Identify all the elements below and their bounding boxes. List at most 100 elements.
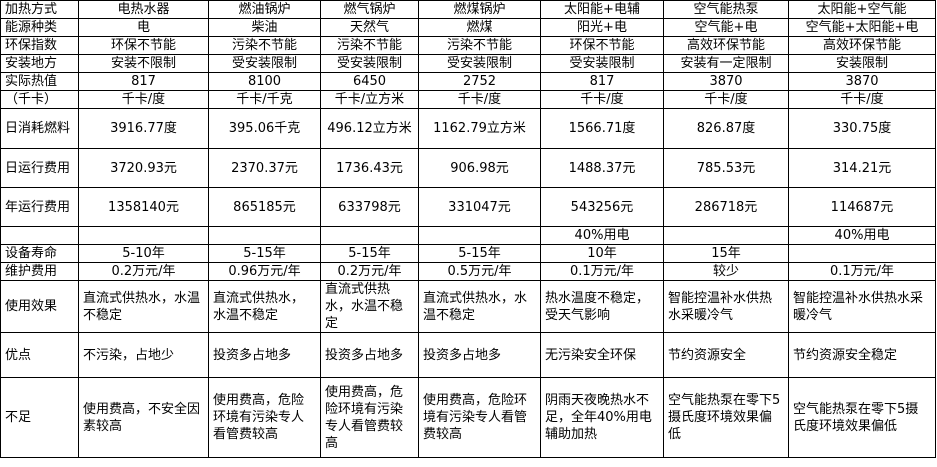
row-header-cell: 日运行费用 bbox=[0, 148, 79, 188]
table-cell: 0.96万元/年 bbox=[208, 262, 321, 281]
table-cell: 785.53元 bbox=[663, 148, 789, 188]
table-cell: 使用费高，危险环境有污染专人看管费较高 bbox=[418, 377, 541, 458]
table-cell bbox=[663, 226, 789, 245]
row-header-cell: 设备寿命 bbox=[0, 244, 79, 263]
row-header-cell: 使用效果 bbox=[0, 280, 79, 333]
table-cell: 0.1万元/年 bbox=[788, 262, 936, 281]
table-cell: 空气能+太阳能+电 bbox=[788, 18, 936, 37]
table-row: 维护费用 0.2万元/年 0.96万元/年 0.2万元/年 0.5万元/年 0.1万元/年… bbox=[0, 262, 936, 281]
table-cell: 柴油 bbox=[208, 18, 321, 37]
table-cell: 环保不节能 bbox=[540, 36, 664, 55]
table-cell: 高效环保节能 bbox=[788, 36, 936, 55]
table-cell: 太阳能+空气能 bbox=[788, 0, 936, 19]
table-cell: 受安装限制 bbox=[320, 54, 419, 73]
table-cell: 安装不限制 bbox=[78, 54, 209, 73]
table-cell: 投资多占地多 bbox=[208, 332, 321, 378]
table-cell: 天然气 bbox=[320, 18, 419, 37]
table-cell: 环保不节能 bbox=[78, 36, 209, 55]
table-cell: 直流式供热水，水温不稳定 bbox=[418, 280, 541, 333]
table-cell: 5-10年 bbox=[78, 244, 209, 263]
table-cell: 空气能+电 bbox=[663, 18, 789, 37]
table-cell: 燃煤锅炉 bbox=[418, 0, 541, 19]
table-cell: 电 bbox=[78, 18, 209, 37]
table-cell bbox=[208, 226, 321, 245]
table-cell: 395.06千克 bbox=[208, 108, 321, 149]
table-cell: 热水温度不稳定，受天气影响 bbox=[540, 280, 664, 333]
table-cell: 不污染，占地少 bbox=[78, 332, 209, 378]
table-cell: 污染不节能 bbox=[320, 36, 419, 55]
row-header-cell: （千卡） bbox=[0, 90, 79, 109]
row-header-cell: 日消耗燃料 bbox=[0, 108, 79, 149]
table-cell: 燃油锅炉 bbox=[208, 0, 321, 19]
row-header-cell: 环保指数 bbox=[0, 36, 79, 55]
table-cell: 3720.93元 bbox=[78, 148, 209, 188]
table-cell: 受安装限制 bbox=[418, 54, 541, 73]
table-cell: 千卡/度 bbox=[540, 90, 664, 109]
table-cell: 空气能热泵 bbox=[663, 0, 789, 19]
table-cell: 314.21元 bbox=[788, 148, 936, 188]
row-header-cell: 年运行费用 bbox=[0, 187, 79, 227]
table-cell: 10年 bbox=[540, 244, 664, 263]
comparison-table: 加热方式 电热水器 燃油锅炉 燃气锅炉 燃煤锅炉 太阳能+电辅 空气能热泵 太阳能+空气能 能源… bbox=[0, 0, 936, 458]
table-cell: 千卡/度 bbox=[663, 90, 789, 109]
table-cell: 智能控温补水供热水采暖冷气 bbox=[788, 280, 936, 333]
table-cell: 1358140元 bbox=[78, 187, 209, 227]
table-cell: 空气能热泵在零下5摄氏度环境效果偏低 bbox=[663, 377, 789, 458]
table-cell: 906.98元 bbox=[418, 148, 541, 188]
table-cell: 千卡/千克 bbox=[208, 90, 321, 109]
table-cell bbox=[418, 226, 541, 245]
table-cell: 燃煤 bbox=[418, 18, 541, 37]
table-cell: 千卡/度 bbox=[418, 90, 541, 109]
table-cell: 40%用电 bbox=[540, 226, 664, 245]
table-cell: 1488.37元 bbox=[540, 148, 664, 188]
table-row: 实际热值 817 8100 6450 2752 817 3870 3870 bbox=[0, 72, 936, 91]
table-cell: 3916.77度 bbox=[78, 108, 209, 149]
table-cell: 阳光+电 bbox=[540, 18, 664, 37]
table-cell: 污染不节能 bbox=[208, 36, 321, 55]
table-cell: 燃气锅炉 bbox=[320, 0, 419, 19]
table-row: 加热方式 电热水器 燃油锅炉 燃气锅炉 燃煤锅炉 太阳能+电辅 空气能热泵 太阳能+空气能 bbox=[0, 0, 936, 19]
table-cell: 节约资源安全 bbox=[663, 332, 789, 378]
table-cell: 使用费高，危险环境有污染专人看管费较高 bbox=[320, 377, 419, 458]
table-body: 加热方式 电热水器 燃油锅炉 燃气锅炉 燃煤锅炉 太阳能+电辅 空气能热泵 太阳能+空气能 能源… bbox=[0, 0, 936, 458]
table-cell: 0.2万元/年 bbox=[78, 262, 209, 281]
table-cell: 阴雨天夜晚热水不足，全年40%用电辅助加热 bbox=[540, 377, 664, 458]
row-header-cell: 实际热值 bbox=[0, 72, 79, 91]
table-cell: 826.87度 bbox=[663, 108, 789, 149]
table-row: 设备寿命 5-10年 5-15年 5-15年 5-15年 10年 15年 bbox=[0, 244, 936, 263]
table-cell: 865185元 bbox=[208, 187, 321, 227]
table-cell: 受安装限制 bbox=[540, 54, 664, 73]
table-cell: 千卡/度 bbox=[788, 90, 936, 109]
table-cell: 1736.43元 bbox=[320, 148, 419, 188]
table-cell: 3870 bbox=[663, 72, 789, 91]
table-cell: 817 bbox=[78, 72, 209, 91]
table-cell: 节约资源安全稳定 bbox=[788, 332, 936, 378]
table-row: （千卡） 千卡/度 千卡/千克 千卡/立方米 千卡/度 千卡/度 千卡/度 千卡/度 bbox=[0, 90, 936, 109]
table-cell: 投资多占地多 bbox=[320, 332, 419, 378]
table-row: 安装地方 安装不限制 受安装限制 受安装限制 受安装限制 受安装限制 安装有一定限制 安装限制 bbox=[0, 54, 936, 73]
row-header-cell bbox=[0, 226, 79, 245]
table-cell bbox=[788, 244, 936, 263]
table-row: 使用效果 直流式供热水，水温不稳定 直流式供热水，水温不稳定 直流式供热水，水温不稳定… bbox=[0, 280, 936, 333]
table-cell: 5-15年 bbox=[418, 244, 541, 263]
table-cell: 5-15年 bbox=[208, 244, 321, 263]
table-row: 年运行费用 1358140元 865185元 633798元 331047元 543256… bbox=[0, 187, 936, 227]
table-cell: 无污染安全环保 bbox=[540, 332, 664, 378]
table-row: 能源种类电柴油 天然气 燃煤 阳光+电 空气能+电 空气能+太阳能+电 bbox=[0, 18, 936, 37]
table-cell: 5-15年 bbox=[320, 244, 419, 263]
table-cell: 331047元 bbox=[418, 187, 541, 227]
table-cell bbox=[78, 226, 209, 245]
table-cell: 受安装限制 bbox=[208, 54, 321, 73]
table-cell: 直流式供热水，水温不稳定 bbox=[320, 280, 419, 333]
table-cell: 使用费高，不安全因素较高 bbox=[78, 377, 209, 458]
table-cell: 0.1万元/年 bbox=[540, 262, 664, 281]
table-cell: 高效环保节能 bbox=[663, 36, 789, 55]
table-row: 日运行费用 3720.93元 2370.37元 1736.43元 906.98元 1488… bbox=[0, 148, 936, 188]
row-header-cell: 能源种类 bbox=[0, 18, 79, 37]
table-cell: 投资多占地多 bbox=[418, 332, 541, 378]
table-cell: 8100 bbox=[208, 72, 321, 91]
table-cell: 直流式供热水，水温不稳定 bbox=[78, 280, 209, 333]
table-row: 不足 使用费高，不安全因素较高 使用费高，危险环境有污染专人看管费较高 使用费高，危险… bbox=[0, 377, 936, 458]
row-header-cell: 不足 bbox=[0, 377, 79, 458]
